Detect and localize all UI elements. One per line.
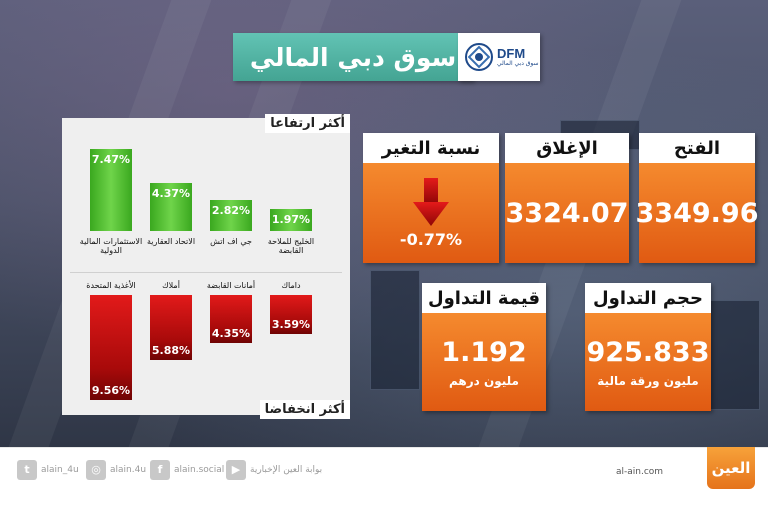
loser-bar xyxy=(90,295,132,401)
gainer-value: 7.47% xyxy=(91,152,131,166)
trade-volume-unit: مليون ورقة مالية xyxy=(597,373,699,388)
youtube-handle: بوابة العين الإخبارية xyxy=(250,465,323,475)
loser-name: داماك xyxy=(281,281,301,290)
youtube-icon: ▶ xyxy=(226,460,246,480)
page-title: سوق دبي المالي xyxy=(249,42,457,72)
gainer-bar xyxy=(270,209,312,231)
gainer-name: الاستثمارات المالية الدولية xyxy=(79,237,143,256)
trade-value-card: قيمة التداول 1.192 مليون درهم xyxy=(422,283,546,411)
gainer-bar xyxy=(210,199,252,231)
brand-logo: العين xyxy=(707,447,755,489)
losers-heading: أكثر انخفاضا xyxy=(259,400,350,419)
loser-value: 3.59% xyxy=(271,318,311,332)
gainer-bar xyxy=(150,182,192,231)
gainer-name: الخليج للملاحة القابضة xyxy=(267,237,315,256)
close-value: 3324.07 xyxy=(505,197,629,229)
gainer-bar xyxy=(90,148,132,231)
trade-value-unit: مليون درهم xyxy=(449,373,519,388)
loser-name: أمانات القابضة xyxy=(206,281,256,290)
loser-name: الأغذية المتحدة xyxy=(86,281,136,290)
change-card: نسبة التغير -0.77% xyxy=(363,133,499,263)
instagram-icon: ◎ xyxy=(86,460,106,480)
trade-volume-label: حجم التداول xyxy=(585,283,711,313)
facebook-handle: alain.social xyxy=(174,465,225,475)
change-label: نسبة التغير xyxy=(363,133,499,163)
twitter-icon: t xyxy=(17,460,37,480)
twitter-link[interactable]: t alain_4u xyxy=(17,460,79,480)
loser-bar xyxy=(210,295,252,343)
change-value: -0.77% xyxy=(399,229,463,249)
loser-bar xyxy=(270,295,312,335)
logo-abbr: DFM xyxy=(497,45,526,61)
movers-panel: أكثر ارتفاعا أكثر انخفاضا 7.47% الاستثمار… xyxy=(62,114,350,419)
instagram-link[interactable]: ◎ alain.4u xyxy=(86,460,146,480)
trade-volume: 925.833 xyxy=(586,336,710,368)
site-url[interactable]: al-ain.com xyxy=(616,467,664,477)
trade-value-label: قيمة التداول xyxy=(422,283,546,313)
gainer-value: 4.37% xyxy=(151,186,191,200)
logo-subtitle: سوق دبي المالي xyxy=(497,59,539,67)
youtube-link[interactable]: ▶ بوابة العين الإخبارية xyxy=(226,460,322,480)
gainer-name: الاتحاد العقارية xyxy=(146,237,196,246)
instagram-handle: alain.4u xyxy=(110,465,147,475)
footer: t alain_4u ◎ alain.4u f alain.social ▶ ب… xyxy=(0,447,768,510)
facebook-link[interactable]: f alain.social xyxy=(150,460,224,480)
open-card: الفتح 3349.96 xyxy=(636,133,759,263)
title-banner: سوق دبي المالي xyxy=(233,33,473,81)
gainers-heading: أكثر ارتفاعا xyxy=(265,114,350,133)
open-value: 3349.96 xyxy=(635,197,759,229)
twitter-handle: alain_4u xyxy=(41,465,79,475)
panel-divider xyxy=(70,272,342,273)
open-label: الفتح xyxy=(639,133,755,163)
trade-value: 1.192 xyxy=(441,336,527,368)
gainer-value: 1.97% xyxy=(271,213,311,227)
gainer-name: جي اف اتش xyxy=(210,237,252,246)
close-label: الإغلاق xyxy=(505,133,629,163)
loser-value: 5.88% xyxy=(151,343,191,357)
loser-value: 9.56% xyxy=(91,384,131,398)
facebook-icon: f xyxy=(150,460,170,480)
dfm-emblem-icon xyxy=(465,43,493,71)
close-card: الإغلاق 3324.07 xyxy=(505,133,629,263)
down-arrow-icon xyxy=(413,177,449,226)
trade-volume-card: حجم التداول 925.833 مليون ورقة مالية xyxy=(585,283,711,411)
dfm-logo: DFM سوق دبي المالي xyxy=(458,33,540,81)
loser-name: أملاك xyxy=(162,281,180,290)
loser-value: 4.35% xyxy=(211,326,251,340)
loser-bar xyxy=(150,295,192,360)
gainer-value: 2.82% xyxy=(211,203,251,217)
